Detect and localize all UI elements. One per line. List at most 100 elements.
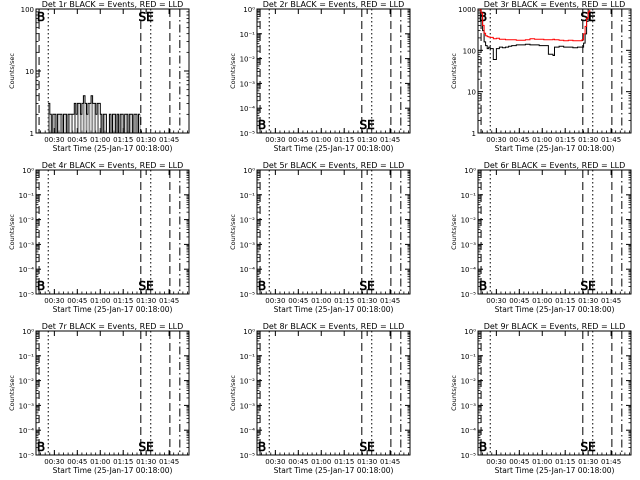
y-tick-label: 10⁰: [22, 167, 34, 175]
x-tick-label: 01:45: [159, 458, 179, 466]
y-tick-label: 10⁻¹: [19, 192, 35, 200]
x-axis-label: Start Time (25-Jan-17 00:18:00): [274, 466, 394, 475]
y-tick-label: 1000: [458, 6, 476, 14]
y-tick-label: 1: [30, 130, 34, 138]
x-tick-label: 01:00: [90, 136, 110, 144]
x-tick-label: 01:45: [601, 136, 621, 144]
panel-title: Det 7r BLACK = Events, RED = LLD: [42, 322, 184, 331]
y-tick-label: 10⁻⁴: [461, 427, 477, 435]
y-tick-label: 10⁻⁵: [461, 291, 477, 299]
y-tick-label: 10⁻²: [19, 217, 35, 225]
x-tick-label: 00:30: [265, 458, 285, 466]
y-tick-label: 10⁻³: [240, 402, 256, 410]
x-axis-label: Start Time (25-Jan-17 00:18:00): [274, 144, 394, 153]
x-axis-label: Start Time (25-Jan-17 00:18:00): [274, 305, 394, 314]
detector-panel-2: Det 2r BLACK = Events, RED = LLD Counts/s…: [229, 0, 411, 153]
marker-label-se: SE: [581, 440, 596, 454]
y-tick-label: 10⁻³: [240, 241, 256, 249]
y-tick-label: 10⁻⁵: [19, 452, 35, 460]
y-tick-label: 10⁻²: [240, 56, 256, 64]
x-tick-label: 01:45: [380, 136, 400, 144]
x-tick-label: 01:30: [136, 458, 156, 466]
y-tick-label: 10⁻²: [240, 217, 256, 225]
x-tick-label: 00:45: [288, 458, 308, 466]
panel-title: Det 6r BLACK = Events, RED = LLD: [484, 161, 626, 170]
y-tick-label: 1: [472, 130, 476, 138]
y-tick-label: 10⁻⁵: [240, 452, 256, 460]
detector-panel-9: Det 9r BLACK = Events, RED = LLD Counts/s…: [450, 322, 632, 475]
y-tick-label: 10⁻³: [461, 241, 477, 249]
y-tick-label: 10: [25, 68, 34, 76]
y-axis-label: Counts/sec: [450, 375, 458, 411]
x-axis-label: Start Time (25-Jan-17 00:18:00): [53, 305, 173, 314]
panel-title: Det 8r BLACK = Events, RED = LLD: [263, 322, 405, 331]
y-tick-label: 10⁻²: [461, 217, 477, 225]
plot-frame: [256, 8, 411, 134]
marker-label-b: B: [37, 10, 45, 24]
plot-frame: [256, 169, 411, 295]
x-axis-label: Start Time (25-Jan-17 00:18:00): [495, 466, 615, 475]
x-tick-label: 01:30: [578, 297, 598, 305]
x-tick-label: 01:00: [311, 136, 331, 144]
y-tick-label: 10⁻¹: [240, 192, 256, 200]
y-axis-label: Counts/sec: [8, 214, 16, 250]
detector-panel-6: Det 6r BLACK = Events, RED = LLD Counts/s…: [450, 161, 632, 314]
x-tick-label: 01:00: [532, 136, 552, 144]
x-tick-label: 00:30: [486, 458, 506, 466]
x-tick-label: 01:15: [555, 297, 575, 305]
x-tick-label: 01:45: [159, 136, 179, 144]
x-tick-label: 01:45: [159, 297, 179, 305]
x-tick-label: 01:30: [578, 136, 598, 144]
x-tick-label: 01:45: [380, 458, 400, 466]
x-tick-label: 01:15: [113, 458, 133, 466]
x-tick-label: 00:45: [67, 297, 87, 305]
y-tick-label: 10⁻¹: [461, 353, 477, 361]
y-tick-label: 100: [463, 47, 476, 55]
x-tick-label: 00:30: [265, 136, 285, 144]
plot-frame: [256, 330, 411, 456]
x-tick-label: 01:15: [555, 458, 575, 466]
y-tick-label: 10⁻⁴: [240, 266, 256, 274]
marker-label-b: B: [37, 279, 45, 293]
detector-panel-4: Det 4r BLACK = Events, RED = LLD Counts/s…: [8, 161, 190, 314]
x-tick-label: 01:15: [334, 458, 354, 466]
marker-label-b: B: [37, 440, 45, 454]
y-tick-label: 10⁻¹: [19, 353, 35, 361]
plot-frame: [35, 169, 190, 295]
y-tick-label: 10⁻²: [19, 378, 35, 386]
y-tick-label: 10⁻³: [240, 80, 256, 88]
y-tick-label: 10⁰: [464, 328, 476, 336]
x-tick-label: 01:00: [90, 458, 110, 466]
detector-panel-5: Det 5r BLACK = Events, RED = LLD Counts/s…: [229, 161, 411, 314]
y-axis-label: Counts/sec: [8, 375, 16, 411]
y-tick-label: 10⁰: [464, 167, 476, 175]
marker-label-b: B: [258, 440, 266, 454]
plot-frame: [477, 169, 632, 295]
y-tick-label: 10⁻³: [19, 402, 35, 410]
detector-panel-1: Det 1r BLACK = Events, RED = LLD Counts/s…: [8, 0, 190, 153]
y-axis-label: Counts/sec: [450, 214, 458, 250]
y-tick-label: 10⁰: [243, 328, 255, 336]
detector-panel-7: Det 7r BLACK = Events, RED = LLD Counts/s…: [8, 322, 190, 475]
x-tick-label: 01:30: [357, 136, 377, 144]
y-tick-label: 10⁻⁵: [19, 291, 35, 299]
y-tick-label: 10⁻⁵: [461, 452, 477, 460]
y-tick-label: 10⁻⁴: [461, 266, 477, 274]
x-tick-label: 01:00: [311, 297, 331, 305]
marker-label-se: SE: [139, 279, 154, 293]
x-tick-label: 00:30: [265, 297, 285, 305]
x-tick-label: 01:15: [334, 297, 354, 305]
marker-label-b: B: [258, 118, 266, 132]
detector-panel-8: Det 8r BLACK = Events, RED = LLD Counts/s…: [229, 322, 411, 475]
panel-title: Det 3r BLACK = Events, RED = LLD: [484, 0, 626, 9]
x-tick-label: 01:00: [532, 297, 552, 305]
series-lld: [479, 9, 591, 42]
x-tick-label: 01:45: [380, 297, 400, 305]
y-axis-label: Counts/sec: [450, 53, 458, 89]
plot-frame: [477, 8, 632, 134]
panel-title: Det 1r BLACK = Events, RED = LLD: [42, 0, 184, 9]
y-axis-label: Counts/sec: [8, 53, 16, 89]
marker-label-se: SE: [581, 279, 596, 293]
y-tick-label: 10⁻²: [240, 378, 256, 386]
x-tick-label: 01:30: [136, 297, 156, 305]
